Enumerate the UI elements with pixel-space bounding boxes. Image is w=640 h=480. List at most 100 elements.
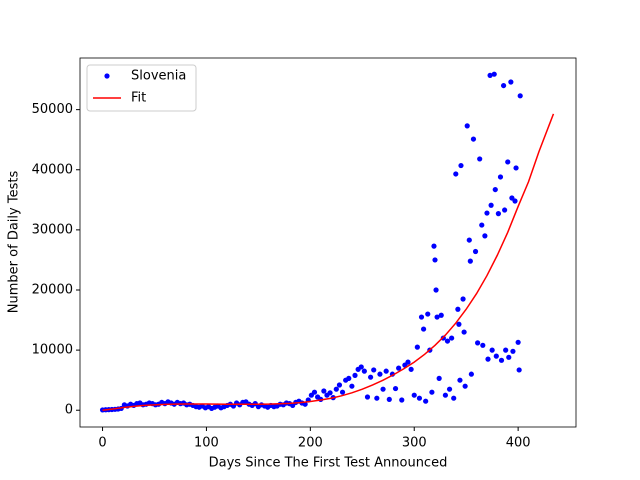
data-point bbox=[408, 366, 414, 372]
data-point bbox=[505, 159, 511, 165]
data-point bbox=[361, 368, 367, 374]
data-point bbox=[502, 207, 508, 213]
data-point bbox=[311, 389, 318, 395]
data-point bbox=[456, 321, 462, 327]
data-point bbox=[431, 243, 437, 249]
data-point bbox=[461, 329, 467, 335]
legend-box bbox=[86, 64, 197, 112]
data-point bbox=[358, 364, 364, 370]
y-axis-label: Number of Daily Tests bbox=[7, 171, 22, 314]
data-point bbox=[416, 395, 423, 401]
data-point bbox=[333, 386, 339, 392]
x-tick-label: 400 bbox=[506, 436, 531, 451]
legend-label: Slovenia bbox=[131, 69, 186, 84]
data-point bbox=[346, 375, 352, 381]
data-point bbox=[420, 326, 427, 332]
data-point bbox=[374, 395, 380, 401]
data-point bbox=[510, 348, 516, 354]
data-point bbox=[485, 356, 491, 362]
data-point bbox=[380, 386, 386, 392]
data-point bbox=[446, 386, 453, 392]
data-point bbox=[513, 165, 519, 171]
data-point bbox=[516, 367, 522, 373]
data-point bbox=[506, 354, 512, 360]
data-point bbox=[497, 174, 504, 180]
data-point bbox=[377, 371, 383, 377]
data-point bbox=[434, 314, 440, 320]
data-point bbox=[488, 202, 494, 208]
data-point bbox=[503, 347, 509, 353]
data-point bbox=[444, 338, 451, 344]
data-point bbox=[364, 394, 371, 400]
data-point bbox=[467, 258, 473, 264]
data-point bbox=[500, 82, 507, 89]
data-point bbox=[489, 347, 495, 353]
y-tick-label: 0 bbox=[65, 403, 73, 418]
data-point bbox=[462, 383, 468, 389]
y-tick-label: 30000 bbox=[32, 222, 73, 237]
data-point bbox=[383, 368, 389, 374]
data-point bbox=[425, 311, 431, 317]
data-point bbox=[405, 359, 411, 365]
data-point bbox=[512, 198, 518, 204]
data-point bbox=[458, 162, 464, 169]
y-tick-label: 50000 bbox=[32, 102, 73, 117]
data-point bbox=[396, 365, 402, 371]
x-tick-label: 100 bbox=[194, 436, 219, 451]
data-point bbox=[414, 344, 420, 350]
data-point bbox=[480, 342, 486, 348]
fit-line bbox=[102, 113, 555, 411]
data-point bbox=[349, 383, 355, 389]
data-point bbox=[339, 389, 346, 395]
data-point bbox=[392, 385, 399, 392]
data-point bbox=[517, 93, 523, 99]
data-point bbox=[487, 72, 493, 78]
data-point bbox=[495, 211, 501, 217]
data-point bbox=[386, 396, 392, 403]
data-point bbox=[460, 296, 466, 302]
data-point bbox=[508, 79, 514, 85]
data-point bbox=[429, 389, 435, 395]
x-tick-label: 300 bbox=[402, 436, 427, 451]
data-point bbox=[432, 257, 438, 263]
data-point bbox=[464, 123, 470, 129]
data-point bbox=[482, 233, 488, 239]
data-point bbox=[433, 287, 439, 293]
data-point bbox=[470, 136, 477, 142]
data-point bbox=[515, 339, 521, 345]
x-tick-label: 0 bbox=[98, 436, 106, 451]
data-point bbox=[468, 371, 474, 377]
data-point bbox=[466, 237, 472, 243]
data-point bbox=[455, 306, 461, 312]
data-point bbox=[327, 390, 333, 396]
data-point bbox=[442, 392, 449, 398]
data-point bbox=[371, 367, 377, 373]
data-point bbox=[493, 353, 499, 359]
data-point bbox=[479, 222, 485, 228]
data-point bbox=[457, 377, 463, 383]
data-point bbox=[472, 248, 479, 255]
data-point bbox=[352, 372, 358, 378]
data-point bbox=[418, 314, 425, 320]
legend-label: Fit bbox=[131, 91, 146, 106]
data-point bbox=[492, 186, 498, 193]
data-point bbox=[475, 340, 481, 346]
data-point bbox=[453, 171, 459, 177]
data-point bbox=[438, 312, 444, 318]
legend-marker bbox=[104, 73, 110, 79]
data-point bbox=[477, 156, 483, 162]
data-point bbox=[321, 388, 327, 394]
data-point bbox=[491, 71, 497, 77]
data-point bbox=[451, 395, 457, 401]
data-point bbox=[336, 382, 343, 388]
data-point bbox=[436, 375, 442, 381]
plot-frame bbox=[79, 57, 577, 428]
data-point bbox=[498, 357, 505, 363]
data-point bbox=[484, 210, 490, 216]
data-point bbox=[367, 374, 374, 380]
y-tick-label: 10000 bbox=[32, 343, 73, 358]
y-tick-label: 40000 bbox=[32, 162, 73, 177]
x-axis-label: Days Since The First Test Announced bbox=[209, 456, 448, 471]
x-tick-label: 200 bbox=[298, 436, 323, 451]
